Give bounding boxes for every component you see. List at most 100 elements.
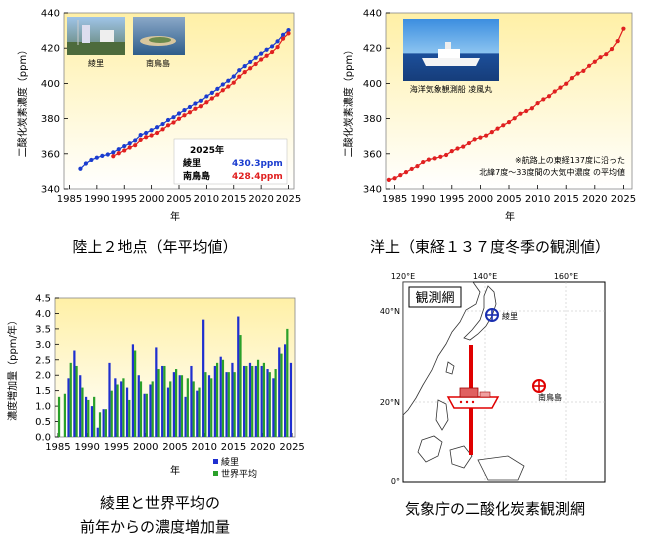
minamitorishima-photo xyxy=(133,17,185,55)
growth-xtick-label: 2020 xyxy=(250,442,275,453)
growth-bar-ryori xyxy=(114,378,117,437)
ocean-series-0-point xyxy=(524,108,529,114)
land-series-1-point xyxy=(176,116,182,121)
growth-bar-ryori xyxy=(67,378,70,437)
land-series-0-point xyxy=(226,78,231,83)
lon-label-140: 140°E xyxy=(473,272,497,281)
land-series-0-point xyxy=(89,157,94,163)
ocean-series-0-point xyxy=(569,76,575,81)
land-series-0-point xyxy=(193,101,198,106)
land-series-1-point xyxy=(269,49,275,55)
growth-bar-ryori xyxy=(90,406,94,437)
photo-label-minamitorishima: 南鳥島 xyxy=(146,58,170,68)
land-series-0-point xyxy=(116,147,121,152)
ocean-series-0-point xyxy=(609,46,615,52)
legend-year: 2025年 xyxy=(190,144,224,156)
growth-bar-global xyxy=(81,387,84,437)
land-ytick-label: 360 xyxy=(41,149,60,160)
ocean-xtick-label: 2015 xyxy=(553,194,578,205)
legend-value-ryori: 430.3ppm xyxy=(232,159,283,169)
ocean-ytick-label: 360 xyxy=(363,149,382,160)
growth-bar-ryori xyxy=(248,362,252,437)
growth-xtick-label: 2000 xyxy=(133,442,158,453)
growth-rate-chart: 0.0 0.5 1.0 1.5 2.0 2.5 3.0 3.5 4.0 4.5 1985 1990 19… xyxy=(6,294,305,481)
map-title: 観測網 xyxy=(415,291,454,306)
land-series-0-point xyxy=(127,141,132,146)
ocean-xtick-label: 2010 xyxy=(525,194,550,205)
ocean-series-0-point xyxy=(592,59,597,64)
growth-ytick-label: 0.0 xyxy=(35,433,51,444)
legend-label-ryori: 綾里 xyxy=(221,456,239,468)
growth-caption-line2: 前年からの濃度増加量 xyxy=(79,518,230,536)
ocean-series-0-point xyxy=(501,123,506,128)
growth-bar-ryori xyxy=(190,365,193,437)
land-series-1-point xyxy=(198,104,204,109)
ocean-series-0-point xyxy=(535,101,540,106)
land-series-0-point xyxy=(209,90,214,96)
growth-bar-global xyxy=(122,378,125,437)
land-series-0-point xyxy=(105,152,110,157)
ship-icon xyxy=(446,387,500,409)
growth-bar-global xyxy=(204,372,207,437)
land-series-0-point xyxy=(237,68,242,73)
growth-bar-ryori xyxy=(143,393,146,437)
growth-bar-ryori xyxy=(161,365,164,437)
growth-bar-ryori xyxy=(283,344,287,437)
land-series-1-point xyxy=(237,74,242,79)
land-series-0-point xyxy=(275,39,280,44)
legend-value-minamitorishima: 428.4ppm xyxy=(232,172,283,182)
land-series-1-point xyxy=(215,92,220,97)
growth-bar-ryori xyxy=(278,347,281,437)
growth-bar-ryori xyxy=(289,362,293,437)
ocean-series-0-point xyxy=(403,170,409,175)
growth-bar-global xyxy=(128,399,131,437)
land-series-1-point xyxy=(242,70,247,75)
land-series-0-point xyxy=(154,125,160,130)
land-series-1-point xyxy=(133,143,138,148)
ocean-ytick-label: 420 xyxy=(363,44,382,55)
ocean-series-0-point xyxy=(415,164,420,169)
ocean-series-0-point xyxy=(558,85,563,90)
land-xtick-label: 2000 xyxy=(139,194,164,205)
growth-x-axis-label: 年 xyxy=(170,464,180,477)
land-series-0-point xyxy=(259,51,264,56)
growth-bar-global xyxy=(151,381,154,437)
legend-name-minamitorishima: 南鳥島 xyxy=(183,170,210,182)
lon-label-160: 160°E xyxy=(554,272,578,281)
land-series-0-point xyxy=(138,133,143,138)
ocean-series-0-point xyxy=(552,89,557,94)
ocean-caption: 洋上（東経１３７度冬季の観測値） xyxy=(369,238,610,256)
minamitorishima-station-icon xyxy=(532,379,546,393)
land-caption: 陸上２地点（年平均値） xyxy=(72,238,238,256)
land-series-0-point xyxy=(242,64,247,69)
growth-ytick-label: 4.0 xyxy=(35,309,51,320)
land-series-1-point xyxy=(111,154,116,159)
land-ytick-label: 380 xyxy=(41,114,60,125)
land-series-0-point xyxy=(220,82,225,87)
growth-bar-global xyxy=(87,399,90,437)
ocean-series-0-point xyxy=(478,135,483,140)
growth-xtick-label: 2010 xyxy=(192,442,217,453)
ocean-xtick-label: 2000 xyxy=(468,194,493,205)
growth-bar-ryori xyxy=(102,409,105,437)
ocean-series-0-point xyxy=(529,106,534,111)
ocean-co2-chart: 340 360 380 400 420 440 1985 1990 1995 2000 2005 20… xyxy=(342,9,636,224)
land-y-axis-label: 二酸化炭素濃度（ppm） xyxy=(16,45,29,157)
growth-bar-global xyxy=(110,390,113,437)
growth-xtick-label: 1995 xyxy=(104,442,129,453)
growth-bar-global xyxy=(210,378,213,437)
land-series-1-point xyxy=(187,110,193,115)
ocean-ytick-label: 440 xyxy=(363,9,382,20)
ocean-series-0-point xyxy=(466,140,472,146)
ocean-series-0-point xyxy=(604,52,609,57)
growth-caption-line1: 綾里と世界平均の xyxy=(99,494,220,512)
growth-xtick-label: 2005 xyxy=(162,442,187,453)
growth-bar-global xyxy=(57,396,61,437)
ocean-note-line2: 北緯7度～33度間の大気中濃度 の平均値 xyxy=(479,167,625,177)
growth-bar-ryori xyxy=(166,387,170,437)
growth-bar-global xyxy=(93,396,96,437)
land-series-1-point xyxy=(275,45,280,50)
ocean-series-0-point xyxy=(449,149,454,154)
ocean-series-0-point xyxy=(575,71,580,76)
growth-bar-global xyxy=(134,350,137,437)
